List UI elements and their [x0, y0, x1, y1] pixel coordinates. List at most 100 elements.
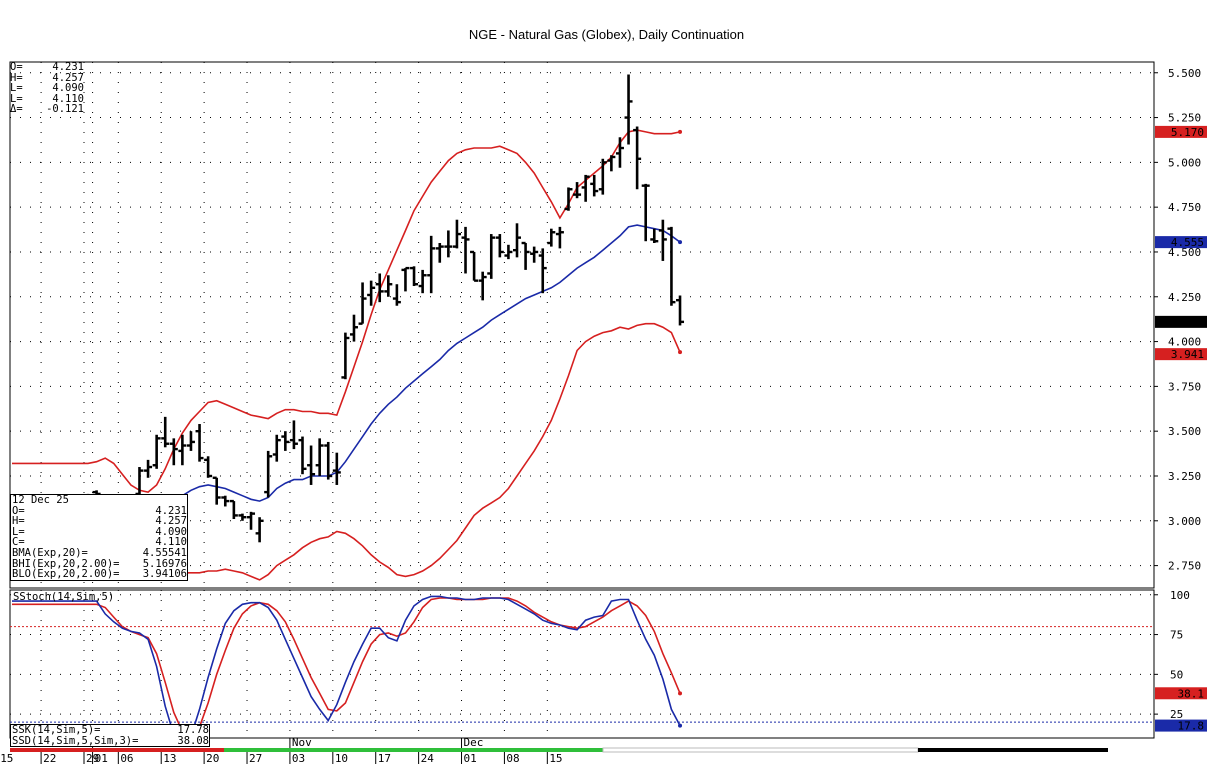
- price-tick-label: 3.250: [1168, 470, 1201, 483]
- readout-label: SSD(14,Sim,5,Sim,3)=: [12, 734, 139, 747]
- day-label: 08: [506, 752, 519, 765]
- month-label: Dec: [464, 736, 484, 749]
- readout-row: O= 4.231: [10, 62, 84, 73]
- readout-label: Δ=: [10, 103, 23, 116]
- price-panel-frame: [9, 61, 1155, 589]
- ssd-tag: [1155, 687, 1207, 700]
- day-label: 03: [292, 752, 305, 765]
- readout-value: 4.090: [155, 525, 187, 538]
- day-label: 01: [95, 752, 108, 765]
- day-label: 13: [163, 752, 176, 765]
- stoch-readout: SSK(14,Sim,5)= 17.78 SSD(14,Sim,5,Sim,3)= 3…: [10, 724, 210, 748]
- readout-value: 4.090: [52, 82, 84, 95]
- day-label: 22: [43, 752, 56, 765]
- period-bar-green: [224, 748, 603, 752]
- ssd-line-end-dot: [678, 691, 683, 696]
- readout-value: 4.231: [155, 504, 187, 517]
- readout-row: SSK(14,Sim,5)= 17.78: [12, 725, 209, 736]
- readout-row: H= 4.257: [10, 71, 84, 84]
- period-bar-white: [602, 747, 919, 753]
- readout-row: Δ= -0.121: [10, 104, 84, 115]
- last-price-tag-label: 4.110: [1171, 316, 1204, 329]
- readout-value: 38.08: [177, 734, 209, 747]
- upper-band-tag-label: 5.170: [1171, 126, 1204, 139]
- lower-band-tag-label: 3.941: [1171, 348, 1204, 361]
- price-tick-label: 5.250: [1168, 112, 1201, 125]
- readout-value: 4.110: [52, 92, 84, 105]
- readout-label: L=: [12, 525, 25, 538]
- readout-label: H=: [12, 515, 25, 528]
- readout-value: 3.94106: [142, 568, 187, 581]
- data-window: 12 Dec 25 O= 4.231 H= 4.257 L= 4.090 C= 4.110 BMA…: [10, 494, 188, 581]
- day-label: 15: [549, 752, 562, 765]
- readout-value: 4.231: [52, 61, 84, 73]
- price-tick-label: 5.500: [1168, 67, 1201, 80]
- ssd-line: [12, 597, 681, 738]
- readout-row: BMA(Exp,20)= 4.55541: [12, 548, 187, 559]
- readout-label: BLO(Exp,20,2.00)=: [12, 568, 120, 581]
- ssk-line: [12, 595, 681, 739]
- chart-title: NGE - Natural Gas (Globex), Daily Contin…: [468, 27, 745, 42]
- price-tick-label: 3.000: [1168, 515, 1201, 528]
- readout-label: H=: [10, 71, 23, 84]
- day-label: 01: [464, 752, 477, 765]
- readout-row: L= 4.110: [10, 94, 84, 105]
- stoch-tick-label: 50: [1170, 668, 1183, 681]
- readout-row: BHI(Exp,20,2.00)= 5.16976: [12, 557, 187, 570]
- readout-value: 4.55541: [142, 546, 187, 559]
- band-end-dot: [678, 350, 683, 355]
- stoch-tick-label: 75: [1170, 629, 1183, 642]
- stoch-panel-title: SStoch(14,Sim,5): [13, 591, 115, 603]
- readout-label: L=: [10, 82, 23, 95]
- ssk-line-end-dot: [678, 723, 683, 728]
- month-label: Nov: [292, 736, 312, 749]
- band-end-dot: [678, 240, 683, 245]
- day-label: 10: [335, 752, 348, 765]
- ohlc-readout: O= 4.231 H= 4.257 L= 4.090 L= 4.110 Δ= -0.121: [10, 62, 84, 115]
- stoch-tick-label: 25: [1170, 708, 1183, 721]
- readout-label: L=: [10, 92, 23, 105]
- readout-value: 5.16976: [142, 557, 187, 570]
- day-label: 24: [421, 752, 435, 765]
- price-tick-label: 4.250: [1168, 291, 1201, 304]
- readout-label: O=: [10, 61, 23, 73]
- day-label: 27: [249, 752, 262, 765]
- readout-row: BLO(Exp,20,2.00)= 3.94106: [12, 569, 187, 580]
- last-price-tag: [1155, 315, 1207, 328]
- day-label: 17: [378, 752, 391, 765]
- period-bar-red: [10, 748, 224, 752]
- readout-label: SSK(14,Sim,5)=: [12, 724, 101, 736]
- mid-band-tag: [1155, 236, 1207, 249]
- readout-row: L= 4.090: [10, 83, 84, 94]
- period-bar-black: [918, 748, 1108, 752]
- readout-label: BHI(Exp,20,2.00)=: [12, 557, 120, 570]
- data-window-date: 12 Dec 25: [12, 494, 69, 506]
- readout-row: L= 4.090: [12, 527, 187, 538]
- price-tick-label: 4.750: [1168, 201, 1201, 214]
- readout-value: 4.257: [155, 515, 187, 528]
- upper-band-tag: [1155, 125, 1207, 138]
- ssk-tag-label: 17.8: [1178, 720, 1205, 733]
- day-label: 15: [0, 752, 13, 765]
- price-tick-label: 4.000: [1168, 336, 1201, 349]
- day-label: 20: [206, 752, 219, 765]
- ssk-tag: [1155, 719, 1207, 732]
- readout-row: C= 4.110: [12, 537, 187, 548]
- band-end-dot: [678, 129, 683, 134]
- readout-value: -0.121: [46, 103, 84, 116]
- price-tick-label: 3.500: [1168, 425, 1201, 438]
- price-tick-label: 4.500: [1168, 246, 1201, 259]
- bollinger-upper-line: [12, 129, 681, 493]
- readout-label: O=: [12, 504, 25, 517]
- day-label: 06: [120, 752, 133, 765]
- price-tick-label: 2.750: [1168, 560, 1201, 573]
- readout-value: 4.257: [52, 71, 84, 84]
- readout-value: 4.110: [155, 536, 187, 549]
- lower-band-tag: [1155, 348, 1207, 361]
- ssd-tag-label: 38.1: [1178, 687, 1205, 700]
- readout-value: 17.78: [177, 724, 209, 736]
- price-tick-label: 3.750: [1168, 380, 1201, 393]
- readout-row: SSD(14,Sim,5,Sim,3)= 38.08: [12, 734, 209, 747]
- readout-label: C=: [12, 536, 25, 549]
